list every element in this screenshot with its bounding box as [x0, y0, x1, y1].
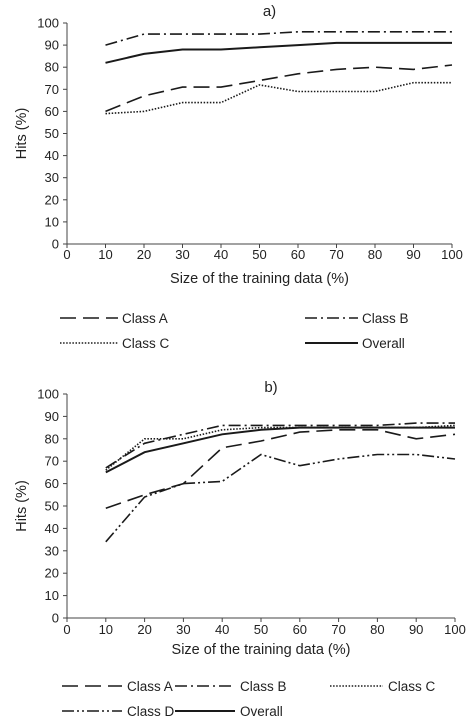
- series-line-class-c: [105, 424, 456, 471]
- x-tick-label: 100: [444, 622, 466, 637]
- x-tick-label: 70: [329, 247, 343, 262]
- chart-panel-1: 0 10 20 30 40 50 60 70 80 90 100 0 10 20 30 40 50 60 70 80 9…: [14, 3, 463, 351]
- x-tick-label: 100: [441, 247, 463, 262]
- legend-label: Class A: [127, 679, 173, 694]
- y-tick-label: 40: [45, 521, 59, 536]
- y-tick-label: 90: [45, 409, 59, 424]
- legend-label: Overall: [240, 704, 283, 718]
- x-tick-label: 80: [370, 622, 384, 637]
- y-tick-label: 20: [45, 192, 59, 207]
- series-line-overall: [105, 426, 455, 474]
- y-tick-label: 20: [45, 566, 59, 581]
- x-tick-label: 30: [176, 622, 190, 637]
- series-line-class-b: [105, 30, 452, 46]
- y-tick-label: 30: [45, 543, 59, 558]
- legend-label: Class D: [127, 704, 175, 718]
- x-tick-label: 40: [215, 622, 229, 637]
- panel-title: a): [263, 3, 276, 20]
- y-axis-label: Hits (%): [14, 108, 30, 160]
- y-tick-label: 0: [52, 611, 59, 626]
- series-line-class-a: [105, 428, 456, 509]
- x-tick-label: 60: [291, 247, 305, 262]
- y-tick-label: 70: [45, 454, 59, 469]
- y-tick-label: 80: [45, 431, 59, 446]
- y-tick-label: 60: [45, 476, 59, 491]
- legend: Class A Class B Class C Overall: [60, 311, 409, 351]
- legend: Class A Class B Class C Class D Overall: [62, 679, 436, 718]
- x-axis-label: Size of the training data (%): [170, 271, 349, 287]
- legend-label: Class B: [362, 311, 409, 326]
- y-tick-label: 50: [45, 126, 59, 141]
- chart-panel-2: 0 10 20 30 40 50 60 70 80 90 100 0 10 20 30 40 50 60 70 80 9…: [14, 379, 466, 718]
- y-tick-label: 60: [45, 104, 59, 119]
- x-tick-label: 30: [175, 247, 189, 262]
- y-tick-label: 10: [45, 214, 59, 229]
- series-line-class-a: [105, 64, 453, 113]
- x-tick-label: 0: [63, 622, 70, 637]
- legend-label: Class A: [122, 311, 168, 326]
- x-tick-label: 10: [98, 247, 112, 262]
- x-tick-label: 20: [137, 622, 151, 637]
- y-axis-label: Hits (%): [14, 480, 30, 532]
- x-tick-label: 60: [293, 622, 307, 637]
- series-line-class-d: [105, 453, 456, 543]
- legend-label: Class B: [240, 679, 287, 694]
- y-tick-label: 100: [37, 387, 59, 402]
- x-tick-label: 80: [368, 247, 382, 262]
- y-tick-label: 100: [37, 16, 59, 31]
- y-tick-label: 50: [45, 499, 59, 514]
- x-tick-label: 70: [331, 622, 345, 637]
- series-line-class-c: [105, 81, 452, 115]
- y-tick-label: 90: [45, 38, 59, 53]
- x-tick-label: 40: [214, 247, 228, 262]
- legend-label: Class C: [122, 336, 170, 351]
- y-tick-label: 80: [45, 60, 59, 75]
- x-axis-label: Size of the training data (%): [172, 642, 351, 658]
- y-tick-label: 70: [45, 82, 59, 97]
- legend-label: Class C: [388, 679, 436, 694]
- y-tick-label: 40: [45, 148, 59, 163]
- legend-label: Overall: [362, 336, 405, 351]
- y-tick-label: 30: [45, 170, 59, 185]
- x-tick-label: 50: [254, 622, 268, 637]
- x-tick-label: 20: [137, 247, 151, 262]
- series-line-overall: [105, 41, 452, 64]
- x-tick-label: 50: [252, 247, 266, 262]
- panel-title: b): [264, 379, 277, 396]
- x-tick-label: 90: [406, 247, 420, 262]
- x-tick-label: 10: [99, 622, 113, 637]
- series-line-class-b: [105, 422, 455, 469]
- x-tick-label: 90: [409, 622, 423, 637]
- x-tick-label: 0: [63, 247, 70, 262]
- y-tick-label: 10: [45, 588, 59, 603]
- y-tick-label: 0: [52, 237, 59, 252]
